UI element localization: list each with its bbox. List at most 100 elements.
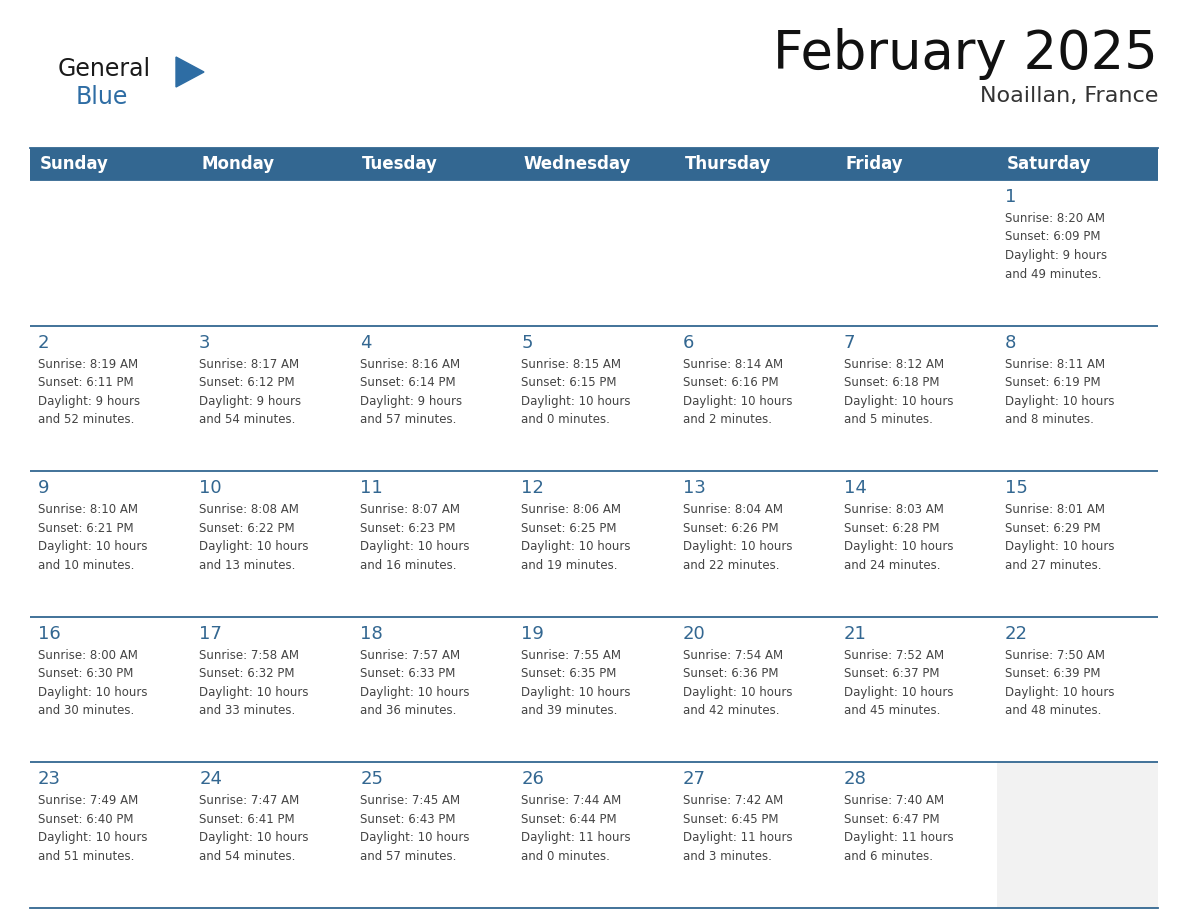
Text: Thursday: Thursday	[684, 155, 771, 173]
Bar	[675, 471, 835, 617]
Text: 28: 28	[843, 770, 866, 789]
Bar	[835, 326, 997, 471]
Text: Friday: Friday	[846, 155, 903, 173]
Text: Sunday: Sunday	[40, 155, 109, 173]
Bar	[191, 617, 353, 763]
Bar	[30, 617, 191, 763]
Text: General: General	[58, 57, 151, 81]
Text: 18: 18	[360, 625, 383, 643]
Text: 27: 27	[683, 770, 706, 789]
Text: 11: 11	[360, 479, 383, 498]
Text: Sunrise: 8:20 AM
Sunset: 6:09 PM
Daylight: 9 hours
and 49 minutes.: Sunrise: 8:20 AM Sunset: 6:09 PM Dayligh…	[1005, 212, 1107, 281]
Bar	[30, 471, 191, 617]
Text: Sunrise: 7:49 AM
Sunset: 6:40 PM
Daylight: 10 hours
and 51 minutes.: Sunrise: 7:49 AM Sunset: 6:40 PM Dayligh…	[38, 794, 147, 863]
Text: 17: 17	[200, 625, 222, 643]
Bar	[30, 148, 191, 180]
Text: 16: 16	[38, 625, 61, 643]
Text: Sunrise: 7:55 AM
Sunset: 6:35 PM
Daylight: 10 hours
and 39 minutes.: Sunrise: 7:55 AM Sunset: 6:35 PM Dayligh…	[522, 649, 631, 717]
Text: Noaillan, France: Noaillan, France	[980, 86, 1158, 106]
Text: Sunrise: 8:08 AM
Sunset: 6:22 PM
Daylight: 10 hours
and 13 minutes.: Sunrise: 8:08 AM Sunset: 6:22 PM Dayligh…	[200, 503, 309, 572]
Text: Sunrise: 7:52 AM
Sunset: 6:37 PM
Daylight: 10 hours
and 45 minutes.: Sunrise: 7:52 AM Sunset: 6:37 PM Dayligh…	[843, 649, 953, 717]
Bar	[997, 763, 1158, 908]
Text: February 2025: February 2025	[773, 28, 1158, 80]
Text: 21: 21	[843, 625, 866, 643]
Text: Sunrise: 8:10 AM
Sunset: 6:21 PM
Daylight: 10 hours
and 10 minutes.: Sunrise: 8:10 AM Sunset: 6:21 PM Dayligh…	[38, 503, 147, 572]
Bar	[835, 180, 997, 326]
Bar	[997, 617, 1158, 763]
Text: Sunrise: 8:01 AM
Sunset: 6:29 PM
Daylight: 10 hours
and 27 minutes.: Sunrise: 8:01 AM Sunset: 6:29 PM Dayligh…	[1005, 503, 1114, 572]
Text: Sunrise: 7:40 AM
Sunset: 6:47 PM
Daylight: 11 hours
and 6 minutes.: Sunrise: 7:40 AM Sunset: 6:47 PM Dayligh…	[843, 794, 953, 863]
Text: Sunrise: 8:03 AM
Sunset: 6:28 PM
Daylight: 10 hours
and 24 minutes.: Sunrise: 8:03 AM Sunset: 6:28 PM Dayligh…	[843, 503, 953, 572]
Text: Sunrise: 7:57 AM
Sunset: 6:33 PM
Daylight: 10 hours
and 36 minutes.: Sunrise: 7:57 AM Sunset: 6:33 PM Dayligh…	[360, 649, 469, 717]
Bar	[997, 326, 1158, 471]
Text: 8: 8	[1005, 333, 1016, 352]
Bar	[835, 471, 997, 617]
Bar	[191, 471, 353, 617]
Bar	[513, 617, 675, 763]
Bar	[835, 148, 997, 180]
Text: Sunrise: 7:54 AM
Sunset: 6:36 PM
Daylight: 10 hours
and 42 minutes.: Sunrise: 7:54 AM Sunset: 6:36 PM Dayligh…	[683, 649, 792, 717]
Text: 23: 23	[38, 770, 61, 789]
Text: Blue: Blue	[76, 85, 128, 109]
Bar	[675, 148, 835, 180]
Bar	[835, 763, 997, 908]
Bar	[513, 471, 675, 617]
Text: Sunrise: 7:45 AM
Sunset: 6:43 PM
Daylight: 10 hours
and 57 minutes.: Sunrise: 7:45 AM Sunset: 6:43 PM Dayligh…	[360, 794, 469, 863]
Text: 25: 25	[360, 770, 384, 789]
Text: Sunrise: 7:50 AM
Sunset: 6:39 PM
Daylight: 10 hours
and 48 minutes.: Sunrise: 7:50 AM Sunset: 6:39 PM Dayligh…	[1005, 649, 1114, 717]
Text: 10: 10	[200, 479, 222, 498]
Text: Monday: Monday	[201, 155, 274, 173]
Bar	[191, 326, 353, 471]
Text: 6: 6	[683, 333, 694, 352]
Text: 26: 26	[522, 770, 544, 789]
Bar	[675, 180, 835, 326]
Text: 14: 14	[843, 479, 866, 498]
Text: 13: 13	[683, 479, 706, 498]
Text: 2: 2	[38, 333, 50, 352]
Text: Sunrise: 8:12 AM
Sunset: 6:18 PM
Daylight: 10 hours
and 5 minutes.: Sunrise: 8:12 AM Sunset: 6:18 PM Dayligh…	[843, 358, 953, 426]
Bar	[353, 326, 513, 471]
Text: Wednesday: Wednesday	[524, 155, 631, 173]
Bar	[675, 617, 835, 763]
Bar	[675, 326, 835, 471]
Text: Sunrise: 8:17 AM
Sunset: 6:12 PM
Daylight: 9 hours
and 54 minutes.: Sunrise: 8:17 AM Sunset: 6:12 PM Dayligh…	[200, 358, 302, 426]
Text: Sunrise: 8:00 AM
Sunset: 6:30 PM
Daylight: 10 hours
and 30 minutes.: Sunrise: 8:00 AM Sunset: 6:30 PM Dayligh…	[38, 649, 147, 717]
Text: Saturday: Saturday	[1007, 155, 1092, 173]
Bar	[513, 763, 675, 908]
Text: Sunrise: 8:04 AM
Sunset: 6:26 PM
Daylight: 10 hours
and 22 minutes.: Sunrise: 8:04 AM Sunset: 6:26 PM Dayligh…	[683, 503, 792, 572]
Text: 20: 20	[683, 625, 706, 643]
Bar	[191, 148, 353, 180]
Bar	[353, 763, 513, 908]
Bar	[191, 180, 353, 326]
Text: Sunrise: 8:19 AM
Sunset: 6:11 PM
Daylight: 9 hours
and 52 minutes.: Sunrise: 8:19 AM Sunset: 6:11 PM Dayligh…	[38, 358, 140, 426]
Text: 4: 4	[360, 333, 372, 352]
Text: 22: 22	[1005, 625, 1028, 643]
Text: 19: 19	[522, 625, 544, 643]
Text: Sunrise: 7:44 AM
Sunset: 6:44 PM
Daylight: 11 hours
and 0 minutes.: Sunrise: 7:44 AM Sunset: 6:44 PM Dayligh…	[522, 794, 631, 863]
Bar	[997, 180, 1158, 326]
Text: Tuesday: Tuesday	[362, 155, 438, 173]
Polygon shape	[176, 57, 204, 87]
Bar	[675, 763, 835, 908]
Text: Sunrise: 8:11 AM
Sunset: 6:19 PM
Daylight: 10 hours
and 8 minutes.: Sunrise: 8:11 AM Sunset: 6:19 PM Dayligh…	[1005, 358, 1114, 426]
Bar	[513, 148, 675, 180]
Bar	[835, 617, 997, 763]
Text: 5: 5	[522, 333, 533, 352]
Text: 7: 7	[843, 333, 855, 352]
Text: 24: 24	[200, 770, 222, 789]
Bar	[353, 180, 513, 326]
Text: Sunrise: 8:14 AM
Sunset: 6:16 PM
Daylight: 10 hours
and 2 minutes.: Sunrise: 8:14 AM Sunset: 6:16 PM Dayligh…	[683, 358, 792, 426]
Bar	[513, 326, 675, 471]
Bar	[30, 326, 191, 471]
Text: 1: 1	[1005, 188, 1016, 206]
Text: Sunrise: 7:58 AM
Sunset: 6:32 PM
Daylight: 10 hours
and 33 minutes.: Sunrise: 7:58 AM Sunset: 6:32 PM Dayligh…	[200, 649, 309, 717]
Text: 15: 15	[1005, 479, 1028, 498]
Bar	[353, 148, 513, 180]
Text: Sunrise: 8:16 AM
Sunset: 6:14 PM
Daylight: 9 hours
and 57 minutes.: Sunrise: 8:16 AM Sunset: 6:14 PM Dayligh…	[360, 358, 462, 426]
Text: Sunrise: 7:42 AM
Sunset: 6:45 PM
Daylight: 11 hours
and 3 minutes.: Sunrise: 7:42 AM Sunset: 6:45 PM Dayligh…	[683, 794, 792, 863]
Bar	[997, 148, 1158, 180]
Text: Sunrise: 8:07 AM
Sunset: 6:23 PM
Daylight: 10 hours
and 16 minutes.: Sunrise: 8:07 AM Sunset: 6:23 PM Dayligh…	[360, 503, 469, 572]
Text: Sunrise: 8:06 AM
Sunset: 6:25 PM
Daylight: 10 hours
and 19 minutes.: Sunrise: 8:06 AM Sunset: 6:25 PM Dayligh…	[522, 503, 631, 572]
Text: 9: 9	[38, 479, 50, 498]
Bar	[30, 763, 191, 908]
